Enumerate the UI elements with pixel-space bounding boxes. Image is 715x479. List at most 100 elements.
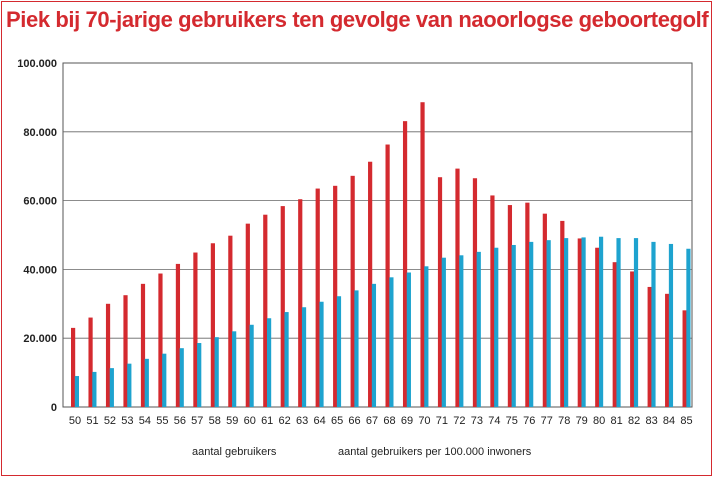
x-tick-label: 52 <box>104 415 116 427</box>
x-tick-label: 71 <box>436 415 448 427</box>
bar-per-100000-inwoners <box>529 241 534 407</box>
bar-per-100000-inwoners <box>301 307 307 407</box>
y-tick-label: 40.000 <box>23 264 57 276</box>
bar-per-100000-inwoners <box>633 238 639 407</box>
bar-aantal-gebruikers <box>298 199 303 407</box>
x-tick-label: 58 <box>209 415 221 427</box>
bar-aantal-gebruikers <box>647 286 652 407</box>
legend: aantal gebruikers aantal gebruikers per 1… <box>192 446 532 458</box>
x-tick-label: 53 <box>121 415 133 427</box>
bar-aantal-gebruikers <box>455 168 460 407</box>
bar-per-100000-inwoners <box>581 237 586 407</box>
x-tick-label: 82 <box>628 415 640 427</box>
bar-aantal-gebruikers <box>630 271 635 407</box>
x-tick-label: 55 <box>156 415 168 427</box>
bar-per-100000-inwoners <box>109 368 114 407</box>
bar-per-100000-inwoners <box>389 277 394 407</box>
bar-aantal-gebruikers <box>193 252 198 407</box>
bar-per-100000-inwoners <box>494 247 499 407</box>
bar-aantal-gebruikers <box>350 175 355 407</box>
bar-aantal-gebruikers <box>612 262 617 407</box>
bar-aantal-gebruikers <box>71 327 76 407</box>
bar-per-100000-inwoners <box>598 236 604 407</box>
bar-aantal-gebruikers <box>682 310 687 407</box>
x-tick-label: 63 <box>296 415 308 427</box>
y-tick-label: 80.000 <box>23 127 57 139</box>
bar-aantal-gebruikers <box>88 317 93 407</box>
x-tick-label: 61 <box>261 415 273 427</box>
bar-per-100000-inwoners <box>546 240 551 407</box>
x-tick-label: 50 <box>69 415 81 427</box>
bar-per-100000-inwoners <box>284 312 289 407</box>
x-tick-label: 57 <box>191 415 203 427</box>
bar-per-100000-inwoners <box>616 238 621 407</box>
bar-per-100000-inwoners <box>74 376 79 407</box>
bar-aantal-gebruikers <box>560 220 565 407</box>
bar-per-100000-inwoners <box>668 243 674 407</box>
bar-aantal-gebruikers <box>333 185 338 407</box>
bar-aantal-gebruikers <box>472 178 478 407</box>
x-tick-label: 67 <box>366 415 378 427</box>
bar-aantal-gebruikers <box>158 273 163 407</box>
gridlines <box>62 62 693 408</box>
bar-per-100000-inwoners <box>249 324 254 407</box>
bar-per-100000-inwoners <box>441 257 446 407</box>
y-tick-label: 60.000 <box>23 196 57 208</box>
bar-aantal-gebruikers <box>490 195 495 407</box>
bar-per-100000-inwoners <box>511 244 516 407</box>
x-tick-label: 56 <box>174 415 186 427</box>
x-tick-label: 83 <box>645 415 657 427</box>
bar-aantal-gebruikers <box>280 206 285 407</box>
x-tick-label: 76 <box>523 415 535 427</box>
bar-aantal-gebruikers <box>368 161 373 407</box>
x-tick-label: 64 <box>313 415 325 427</box>
bar-per-100000-inwoners <box>214 337 219 407</box>
x-tick-label: 54 <box>139 415 151 427</box>
x-tick-label: 59 <box>226 415 238 427</box>
bar-aantal-gebruikers <box>175 263 181 407</box>
bar-aantal-gebruikers <box>228 235 233 407</box>
bar-aantal-gebruikers <box>595 247 600 407</box>
bar-aantal-gebruikers <box>245 223 250 407</box>
y-tick-label: 0 <box>51 402 57 414</box>
x-tick-label: 66 <box>348 415 360 427</box>
bar-per-100000-inwoners <box>162 353 167 407</box>
bar-aantal-gebruikers <box>420 102 425 407</box>
bar-per-100000-inwoners <box>406 272 411 407</box>
x-tick-label: 75 <box>506 415 518 427</box>
bar-aantal-gebruikers <box>140 283 146 407</box>
x-tick-label: 70 <box>418 415 430 427</box>
bar-aantal-gebruikers <box>542 213 547 407</box>
bar-per-100000-inwoners <box>266 318 272 407</box>
y-tick-label: 100.000 <box>17 58 57 70</box>
bar-aantal-gebruikers <box>507 205 513 407</box>
bar-per-100000-inwoners <box>476 251 481 407</box>
y-tick-label: 20.000 <box>23 333 57 345</box>
bar-per-100000-inwoners <box>232 331 237 407</box>
bar-per-100000-inwoners <box>459 255 464 407</box>
bar-per-100000-inwoners <box>651 241 656 407</box>
bar-per-100000-inwoners <box>319 301 324 407</box>
bar-per-100000-inwoners <box>686 248 691 407</box>
bar-aantal-gebruikers <box>315 188 320 407</box>
x-tick-label: 68 <box>383 415 395 427</box>
bar-aantal-gebruikers <box>385 144 390 407</box>
x-tick-label: 74 <box>488 415 500 427</box>
bar-per-100000-inwoners <box>354 290 359 407</box>
x-axis-ticks: 50 51 52 53 54 55 56 57 58 59 60 61 62 63 64 65 66 67 68 69… <box>69 415 693 427</box>
bar-per-100000-inwoners <box>371 283 377 407</box>
x-tick-label: 73 <box>471 415 483 427</box>
bar-aantal-gebruikers <box>105 303 111 407</box>
x-tick-label: 51 <box>86 415 98 427</box>
bar-per-100000-inwoners <box>144 358 149 407</box>
x-tick-label: 85 <box>680 415 692 427</box>
bar-per-100000-inwoners <box>336 296 342 407</box>
x-tick-label: 84 <box>663 415 675 427</box>
bar-aantal-gebruikers <box>525 202 530 407</box>
legend-aantal-gebruikers: aantal gebruikers <box>192 446 277 458</box>
bar-per-100000-inwoners <box>564 238 569 407</box>
x-tick-label: 62 <box>279 415 291 427</box>
x-tick-label: 77 <box>541 415 553 427</box>
x-tick-label: 79 <box>576 415 588 427</box>
x-tick-label: 81 <box>611 415 623 427</box>
